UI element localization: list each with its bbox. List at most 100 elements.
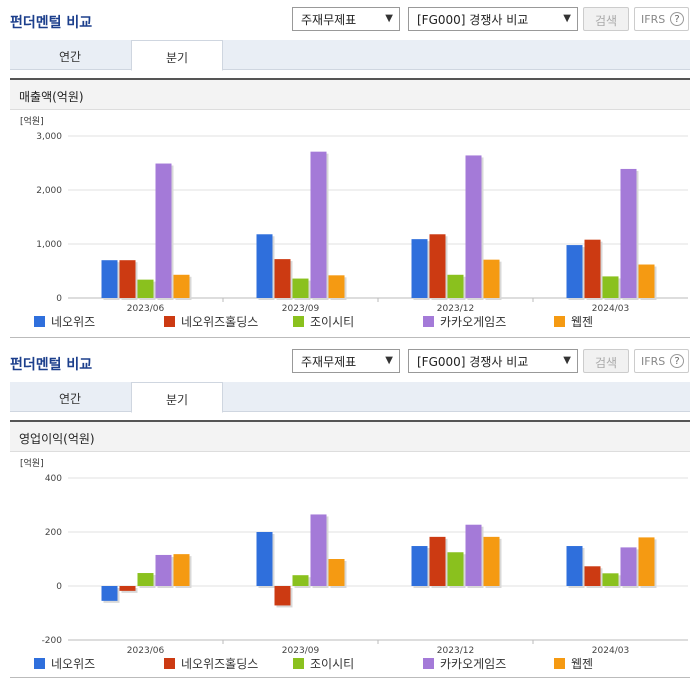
bar[interactable] (602, 276, 619, 298)
bar[interactable] (101, 586, 118, 601)
search-button[interactable]: 검색 (583, 349, 629, 373)
bar[interactable] (483, 259, 500, 298)
bar[interactable] (119, 586, 136, 591)
legend-item[interactable]: 네오위즈홀딩스 (164, 656, 258, 672)
bar[interactable] (638, 264, 655, 298)
legend-item[interactable]: 네오위즈 (34, 656, 95, 672)
bar[interactable] (155, 163, 172, 298)
bar[interactable] (465, 155, 482, 298)
operating-profit-chart: [억원] -200 0 200 400 2023/06 2023/09 2023/12 2024… (20, 457, 688, 656)
ifrs-label: IFRS (641, 355, 666, 368)
section-title: 펀더멘털 비교 (10, 15, 93, 31)
chart-title: 매출액(억원) (10, 80, 690, 110)
bar[interactable] (274, 586, 291, 606)
x-tick-label: 2023/09 (282, 646, 320, 656)
fundamental-section-revenue: 펀더멘털 비교 주재무제표 ▼ [FG000] 경쟁사 비교 ▼ 검색 IFRS… (0, 0, 696, 340)
bar[interactable] (411, 239, 428, 298)
bar[interactable] (119, 260, 136, 298)
fundamental-section-operating-profit: 펀더멘털 비교 주재무제표 ▼ [FG000] 경쟁사 비교 ▼ 검색 IFRS… (0, 342, 696, 684)
help-icon[interactable]: ? (670, 354, 684, 368)
y-unit-label: [억원] (20, 457, 44, 469)
bar[interactable] (411, 546, 428, 586)
bar[interactable] (584, 566, 601, 586)
legend-item[interactable]: 카카오게임즈 (423, 656, 506, 672)
bar[interactable] (292, 278, 309, 298)
legend-swatch (34, 316, 45, 327)
bar[interactable] (465, 524, 482, 586)
bar[interactable] (447, 552, 464, 586)
tab-annual[interactable]: 연간 (58, 392, 82, 406)
bar[interactable] (638, 537, 655, 586)
period-tabs: 연간 분기 (10, 40, 690, 71)
chart-panel-operating-profit: 영업이익(억원) [억원] -200 0 200 400 2023/06 2023/09 20… (10, 420, 690, 678)
bar[interactable] (137, 573, 154, 586)
bar[interactable] (447, 274, 464, 298)
tab-annual[interactable]: 연간 (58, 50, 82, 64)
y-tick-label: 200 (45, 528, 62, 538)
legend-label: 조이시티 (310, 315, 355, 329)
tab-quarter[interactable]: 분기 (131, 40, 223, 71)
x-tick-label: 2023/12 (437, 304, 474, 314)
y-unit-label: [억원] (20, 115, 44, 127)
legend-item[interactable]: 조이시티 (293, 314, 354, 330)
legend-item[interactable]: 웹젠 (554, 314, 593, 330)
legend-item[interactable]: 조이시티 (293, 656, 354, 672)
ifrs-button[interactable]: IFRS ? (634, 349, 689, 373)
bar[interactable] (429, 234, 446, 298)
tab-quarter[interactable]: 분기 (131, 382, 223, 413)
legend-item[interactable]: 네오위즈 (34, 314, 95, 330)
bar[interactable] (620, 168, 637, 298)
bar[interactable] (292, 575, 309, 586)
legend-label: 네오위즈홀딩스 (181, 657, 259, 671)
legend-swatch (164, 658, 175, 669)
y-tick-label: 0 (56, 582, 62, 592)
bar[interactable] (155, 554, 172, 586)
bar[interactable] (483, 536, 500, 586)
compare-select[interactable]: [FG000] 경쟁사 비교 ▼ (408, 349, 578, 373)
statement-select[interactable]: 주재무제표 ▼ (292, 349, 400, 373)
legend-swatch (423, 316, 434, 327)
search-button[interactable]: 검색 (583, 7, 629, 31)
bar[interactable] (173, 554, 190, 586)
bar[interactable] (620, 547, 637, 586)
y-tick-label: 1,000 (36, 240, 62, 250)
y-tick-label: 400 (45, 474, 62, 484)
bar[interactable] (566, 546, 583, 586)
legend-swatch (34, 658, 45, 669)
bar[interactable] (310, 151, 327, 298)
bar[interactable] (328, 559, 345, 586)
legend-item[interactable]: 카카오게임즈 (423, 314, 506, 330)
compare-select-value: [FG000] 경쟁사 비교 (417, 13, 529, 27)
bar[interactable] (429, 536, 446, 586)
compare-select-value: [FG000] 경쟁사 비교 (417, 355, 529, 369)
section-header: 펀더멘털 비교 주재무제표 ▼ [FG000] 경쟁사 비교 ▼ 검색 IFRS… (0, 342, 696, 382)
y-tick-label: 3,000 (36, 132, 62, 142)
bar[interactable] (602, 573, 619, 586)
bar[interactable] (137, 279, 154, 298)
x-tick-label: 2024/03 (592, 304, 629, 314)
bar[interactable] (101, 260, 118, 298)
chart-legend: 네오위즈 네오위즈홀딩스 조이시티 카카오게임즈 웹젠 (10, 314, 690, 334)
bar[interactable] (566, 245, 583, 298)
x-tick-label: 2023/12 (437, 646, 474, 656)
bar[interactable] (328, 275, 345, 298)
legend-label: 네오위즈 (51, 657, 96, 671)
bar[interactable] (256, 234, 273, 298)
help-icon[interactable]: ? (670, 12, 684, 26)
legend-item[interactable]: 네오위즈홀딩스 (164, 314, 258, 330)
bar[interactable] (584, 239, 601, 298)
bar[interactable] (310, 514, 327, 586)
chevron-down-icon: ▼ (563, 13, 571, 24)
y-tick-label: 2,000 (36, 186, 62, 196)
bar[interactable] (274, 259, 291, 298)
statement-select[interactable]: 주재무제표 ▼ (292, 7, 400, 31)
bar[interactable] (173, 274, 190, 298)
statement-select-value: 주재무제표 (301, 355, 357, 369)
legend-label: 웹젠 (571, 315, 594, 329)
bar[interactable] (256, 532, 273, 586)
legend-item[interactable]: 웹젠 (554, 656, 593, 672)
ifrs-button[interactable]: IFRS ? (634, 7, 689, 31)
legend-label: 카카오게임즈 (440, 315, 507, 329)
x-tick-label: 2024/03 (592, 646, 629, 656)
compare-select[interactable]: [FG000] 경쟁사 비교 ▼ (408, 7, 578, 31)
